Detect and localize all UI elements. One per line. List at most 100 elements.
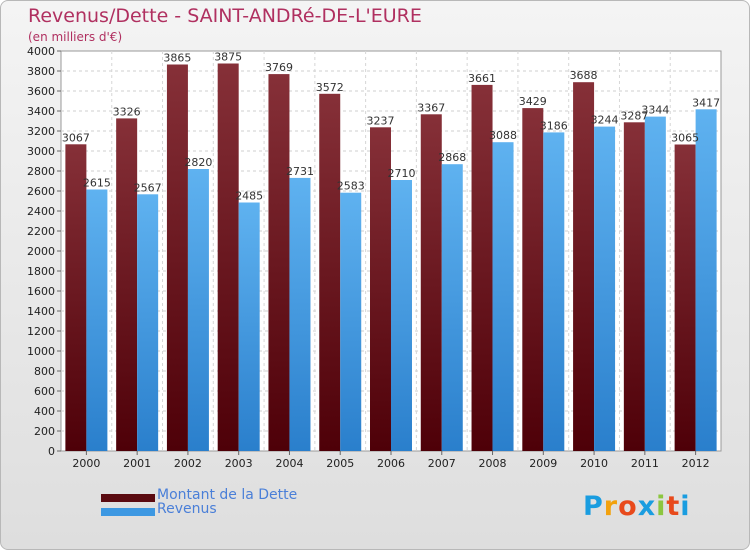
bar-dette-2010 — [573, 82, 595, 451]
x-tick-label-2009: 2009 — [529, 457, 557, 470]
x-tick-label-2007: 2007 — [428, 457, 456, 470]
data-label-revenus-2008: 3088 — [489, 129, 517, 142]
y-tick-label-2800: 2800 — [27, 165, 55, 178]
data-label-dette-2003: 3875 — [214, 51, 242, 64]
bar-revenus-2001 — [137, 194, 159, 452]
data-label-dette-2001: 3326 — [113, 105, 141, 118]
axes: 0 200 400 600 800 1000 1200 1400 1600 1800 2000 220… — [27, 45, 710, 470]
legend-swatch-revenus — [101, 508, 155, 516]
data-label-revenus-2007: 2868 — [438, 151, 466, 164]
bar-dette-2006 — [370, 127, 391, 452]
y-tick-label-3000: 3000 — [27, 145, 55, 158]
data-label-revenus-2002: 2820 — [184, 156, 212, 169]
bar-revenus-2011 — [644, 116, 666, 451]
data-label-revenus-2004: 2731 — [286, 165, 314, 178]
x-tick-label-2011: 2011 — [631, 457, 659, 470]
bar-dette-2012 — [674, 144, 696, 451]
data-label-revenus-2000: 2615 — [83, 177, 111, 190]
legend-label-revenus: Revenus — [157, 501, 217, 517]
bar-dette-2003 — [217, 63, 239, 451]
bar-revenus-2003 — [238, 202, 260, 451]
data-label-dette-2000: 3067 — [62, 131, 90, 144]
legend-swatch-dette — [101, 494, 155, 502]
y-tick-label-1000: 1000 — [27, 345, 55, 358]
bar-dette-2008 — [471, 84, 493, 452]
data-label-revenus-2011: 3344 — [641, 104, 669, 117]
proxiti-logo: Proxiti — [583, 491, 691, 522]
y-tick-label-2400: 2400 — [27, 205, 55, 218]
y-tick-label-200: 200 — [34, 425, 55, 438]
y-tick-label-2200: 2200 — [27, 225, 55, 238]
bar-revenus-2008 — [492, 142, 514, 451]
bar-revenus-2004 — [289, 177, 311, 451]
y-tick-label-1800: 1800 — [27, 265, 55, 278]
x-tick-label-2001: 2001 — [123, 457, 151, 470]
data-label-dette-2007: 3367 — [417, 101, 445, 114]
chart-subtitle: (en milliers d'€) — [28, 30, 123, 44]
data-label-dette-2012: 3065 — [671, 132, 699, 145]
bar-dette-2004 — [268, 74, 290, 451]
x-tick-label-2004: 2004 — [275, 457, 303, 470]
logo-letter-1: r — [603, 491, 619, 522]
data-label-revenus-2009: 3186 — [540, 119, 568, 132]
y-tick-label-1200: 1200 — [27, 325, 55, 338]
data-label-dette-2011: 3287 — [620, 109, 648, 122]
bars — [65, 63, 717, 452]
data-label-dette-2006: 3237 — [367, 114, 395, 127]
data-label-revenus-2005: 2583 — [337, 180, 365, 193]
x-tick-label-2003: 2003 — [225, 457, 253, 470]
data-label-revenus-2001: 2567 — [134, 181, 162, 194]
data-label-dette-2010: 3688 — [570, 69, 598, 82]
logo-letter-6: i — [680, 491, 691, 522]
y-tick-label-4000: 4000 — [27, 45, 55, 58]
x-tick-label-2010: 2010 — [580, 457, 608, 470]
bar-revenus-2002 — [187, 169, 209, 451]
data-labels: 3067 2615 3326 2567 3865 2820 3875 2485 3769 2731… — [62, 51, 720, 203]
logo-letter-2: o — [618, 491, 638, 522]
data-label-revenus-2010: 3244 — [591, 114, 619, 127]
bar-dette-2001 — [116, 118, 138, 452]
x-tick-label-2000: 2000 — [72, 457, 100, 470]
legend-label-dette: Montant de la Dette — [157, 487, 298, 503]
y-tick-label-1400: 1400 — [27, 305, 55, 318]
y-tick-label-800: 800 — [34, 365, 55, 378]
y-tick-label-1600: 1600 — [27, 285, 55, 298]
x-tick-label-2008: 2008 — [479, 457, 507, 470]
y-tick-label-3200: 3200 — [27, 125, 55, 138]
x-tick-label-2006: 2006 — [377, 457, 405, 470]
x-tick-label-2005: 2005 — [326, 457, 354, 470]
x-tick-label-2012: 2012 — [682, 457, 710, 470]
bar-revenus-2012 — [695, 109, 717, 452]
data-label-revenus-2003: 2485 — [235, 190, 263, 203]
data-label-revenus-2006: 2710 — [388, 167, 416, 180]
chart-title: Revenus/Dette - SAINT-ANDRé-DE-L'EURE — [28, 5, 422, 27]
data-label-dette-2004: 3769 — [265, 61, 293, 74]
bar-revenus-2010 — [594, 126, 616, 451]
logo-letter-3: x — [637, 491, 657, 522]
bar-revenus-2000 — [86, 189, 108, 451]
y-tick-label-3800: 3800 — [27, 65, 55, 78]
y-tick-label-0: 0 — [48, 445, 55, 458]
data-label-dette-2008: 3661 — [468, 72, 496, 85]
data-label-dette-2002: 3865 — [163, 52, 191, 65]
bar-revenus-2007 — [441, 164, 463, 451]
y-tick-label-3600: 3600 — [27, 85, 55, 98]
bar-revenus-2009 — [543, 132, 565, 451]
data-label-revenus-2012: 3417 — [692, 96, 720, 109]
logo-letter-0: P — [583, 491, 604, 522]
bar-dette-2005 — [319, 93, 341, 452]
bar-revenus-2005 — [340, 192, 362, 451]
bar-dette-2002 — [166, 64, 188, 451]
bar-dette-2007 — [420, 114, 442, 452]
bar-revenus-2006 — [391, 180, 412, 451]
bar-dette-2011 — [623, 122, 645, 452]
x-tick-label-2002: 2002 — [174, 457, 202, 470]
y-tick-label-400: 400 — [34, 405, 55, 418]
y-tick-label-2600: 2600 — [27, 185, 55, 198]
data-label-dette-2009: 3429 — [519, 95, 547, 108]
bar-dette-2000 — [65, 144, 87, 452]
logo-letter-4: i — [656, 491, 667, 522]
y-tick-label-600: 600 — [34, 385, 55, 398]
